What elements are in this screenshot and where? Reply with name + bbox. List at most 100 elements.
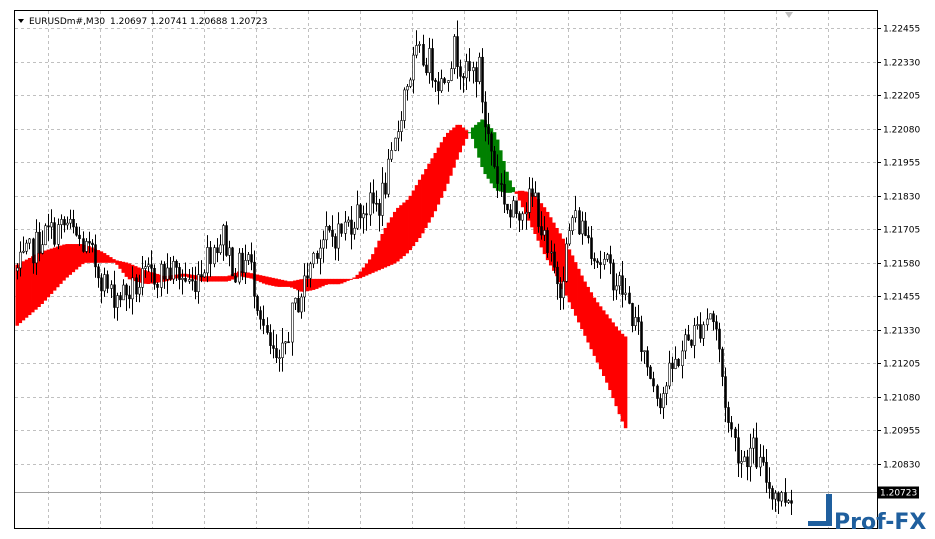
cloud-segment bbox=[62, 244, 66, 281]
candle-body bbox=[434, 79, 437, 83]
candle-body bbox=[749, 447, 752, 468]
candle-body bbox=[122, 284, 125, 301]
candle-body bbox=[213, 247, 216, 265]
candle-body bbox=[394, 137, 397, 151]
candle-body bbox=[759, 456, 762, 468]
cloud-segment bbox=[84, 244, 88, 263]
cloud-segment bbox=[408, 195, 413, 251]
y-tick-label: 1.22080 bbox=[883, 126, 920, 136]
cloud-segment bbox=[589, 292, 594, 350]
candle-body bbox=[737, 437, 740, 464]
candle-body bbox=[715, 321, 718, 330]
candle-body bbox=[771, 488, 774, 500]
candle-body bbox=[543, 230, 546, 236]
candle-body bbox=[66, 222, 69, 226]
candle-body bbox=[631, 303, 634, 327]
candle-body bbox=[347, 219, 350, 223]
y-tick-label: 1.20955 bbox=[883, 427, 920, 437]
candle-body bbox=[674, 358, 677, 369]
candle-body bbox=[138, 287, 141, 295]
cloud-segment bbox=[74, 244, 79, 270]
candle-body bbox=[534, 192, 537, 197]
candle-body bbox=[431, 48, 434, 81]
cloud-segment bbox=[146, 271, 150, 285]
cloud-segment bbox=[293, 280, 297, 289]
candle-body bbox=[28, 238, 31, 244]
candle-body bbox=[475, 67, 478, 82]
plot-frame bbox=[14, 10, 878, 529]
cloud-segment bbox=[339, 278, 344, 284]
cloud-segment bbox=[417, 179, 422, 239]
candle-body bbox=[624, 292, 627, 295]
candle-body bbox=[500, 183, 503, 185]
candle-body bbox=[41, 244, 44, 254]
cloud-segment bbox=[280, 279, 285, 287]
candle-body bbox=[19, 251, 22, 269]
candle-body bbox=[612, 262, 615, 291]
cloud-segment bbox=[389, 217, 394, 265]
candle-body bbox=[403, 89, 406, 121]
shift-marker-icon[interactable] bbox=[785, 12, 793, 18]
cloud-segment bbox=[90, 247, 94, 263]
cloud-segment bbox=[474, 124, 478, 149]
candle-body bbox=[113, 284, 116, 308]
candle-body bbox=[44, 225, 47, 246]
cloud-segment bbox=[258, 275, 263, 283]
cloud-segment bbox=[24, 259, 29, 318]
candle-body bbox=[652, 378, 655, 387]
cloud-segment bbox=[483, 120, 487, 175]
cloud-segment bbox=[311, 278, 316, 290]
candle-body bbox=[727, 407, 730, 423]
candle-body bbox=[141, 268, 144, 288]
candle-body bbox=[78, 234, 81, 239]
cloud-segment bbox=[227, 275, 232, 281]
candle-body bbox=[437, 81, 440, 92]
candle-body bbox=[244, 260, 247, 273]
cloud-segment bbox=[430, 158, 434, 218]
cloud-segment bbox=[27, 257, 32, 316]
candle-body bbox=[75, 226, 78, 236]
candle-body bbox=[362, 213, 365, 219]
candle-body bbox=[456, 36, 459, 67]
cloud-segment bbox=[511, 187, 516, 193]
candle-body bbox=[381, 182, 384, 216]
candle-body bbox=[712, 313, 715, 323]
cloud-segment bbox=[115, 260, 119, 265]
cloud-segment bbox=[433, 152, 438, 212]
candle-body bbox=[384, 182, 387, 195]
candle-body bbox=[47, 225, 50, 228]
cloud-segment bbox=[268, 277, 272, 286]
candle-body bbox=[91, 242, 94, 246]
cloud-segment bbox=[112, 259, 116, 263]
cloud-segment bbox=[336, 278, 341, 285]
candle-body bbox=[378, 203, 381, 216]
candle-body bbox=[340, 223, 343, 234]
candle-body bbox=[468, 61, 471, 72]
cloud-segment bbox=[486, 124, 491, 179]
cloud-segment bbox=[215, 276, 219, 282]
candle-body bbox=[400, 120, 403, 132]
candle-body bbox=[743, 456, 746, 462]
candle-body bbox=[266, 325, 269, 333]
candle-body bbox=[593, 258, 596, 262]
cloud-segment bbox=[552, 222, 556, 271]
candle-body bbox=[590, 237, 593, 259]
candle-body bbox=[440, 78, 443, 92]
cloud-segment bbox=[324, 278, 328, 285]
candle-body bbox=[369, 192, 372, 216]
cloud-segment bbox=[124, 262, 129, 277]
candle-body bbox=[553, 251, 556, 268]
candle-body bbox=[250, 254, 253, 263]
cloud-segment bbox=[414, 185, 419, 243]
candle-body bbox=[94, 244, 97, 268]
candle-body bbox=[503, 184, 506, 205]
collapse-triangle-icon[interactable] bbox=[18, 19, 24, 23]
candle-body bbox=[106, 274, 109, 289]
candle-body bbox=[462, 76, 465, 79]
candle-body bbox=[85, 241, 88, 252]
candle-body bbox=[131, 277, 134, 300]
candle-body bbox=[581, 220, 584, 235]
cloud-segment bbox=[611, 322, 615, 399]
